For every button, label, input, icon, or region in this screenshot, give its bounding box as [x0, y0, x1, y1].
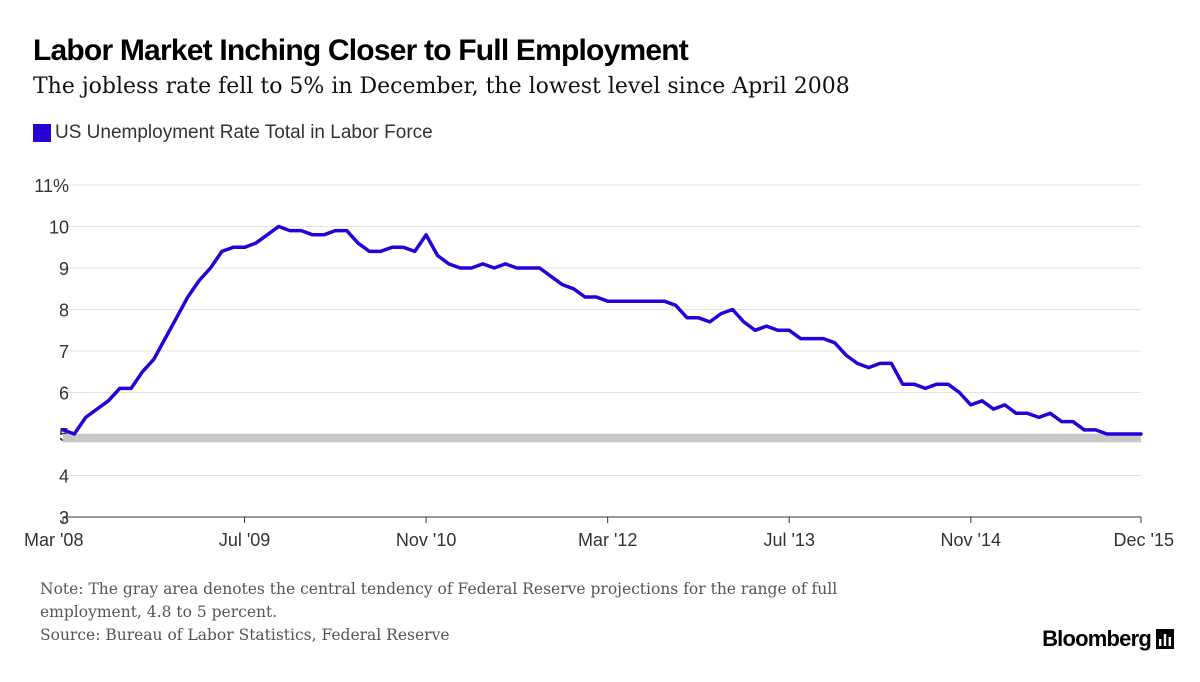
y-tick-label: 6 [59, 384, 69, 404]
bloomberg-chart-icon [1156, 629, 1174, 649]
x-tick-label: Nov '14 [941, 530, 1001, 550]
x-tick-label: Jul '13 [763, 530, 814, 550]
x-tick-label: Nov '10 [396, 530, 456, 550]
chart-legend: US Unemployment Rate Total in Labor Forc… [33, 122, 433, 144]
chart-notes: Note: The gray area denotes the central … [40, 578, 940, 647]
x-tick-label: Mar '12 [578, 530, 637, 550]
y-tick-label: 7 [59, 342, 69, 362]
bloomberg-logo: Bloomberg [1042, 626, 1174, 652]
note-text: Note: The gray area denotes the central … [40, 580, 838, 621]
source-text: Source: Bureau of Labor Statistics, Fede… [40, 626, 450, 644]
series-line-unemployment-rate [61, 224, 1143, 436]
chart-subtitle: The jobless rate fell to 5% in December,… [33, 74, 850, 99]
y-tick-label: 8 [59, 301, 69, 321]
brand-name: Bloomberg [1042, 626, 1152, 651]
x-tick-label: Jul '09 [219, 530, 270, 550]
x-tick-label: Mar '08 [24, 530, 83, 550]
legend-label: US Unemployment Rate Total in Labor Forc… [55, 122, 433, 143]
y-tick-label: 3 [59, 508, 69, 528]
legend-swatch [33, 124, 51, 142]
full-employment-band [63, 434, 1141, 443]
chart-title: Labor Market Inching Closer to Full Empl… [33, 34, 689, 67]
x-tick-label: Dec '15 [1114, 530, 1174, 550]
y-tick-label: 9 [59, 259, 69, 279]
y-tick-label: 11% [34, 176, 69, 196]
y-tick-label: 4 [59, 467, 69, 487]
y-tick-label: 10 [49, 218, 69, 238]
